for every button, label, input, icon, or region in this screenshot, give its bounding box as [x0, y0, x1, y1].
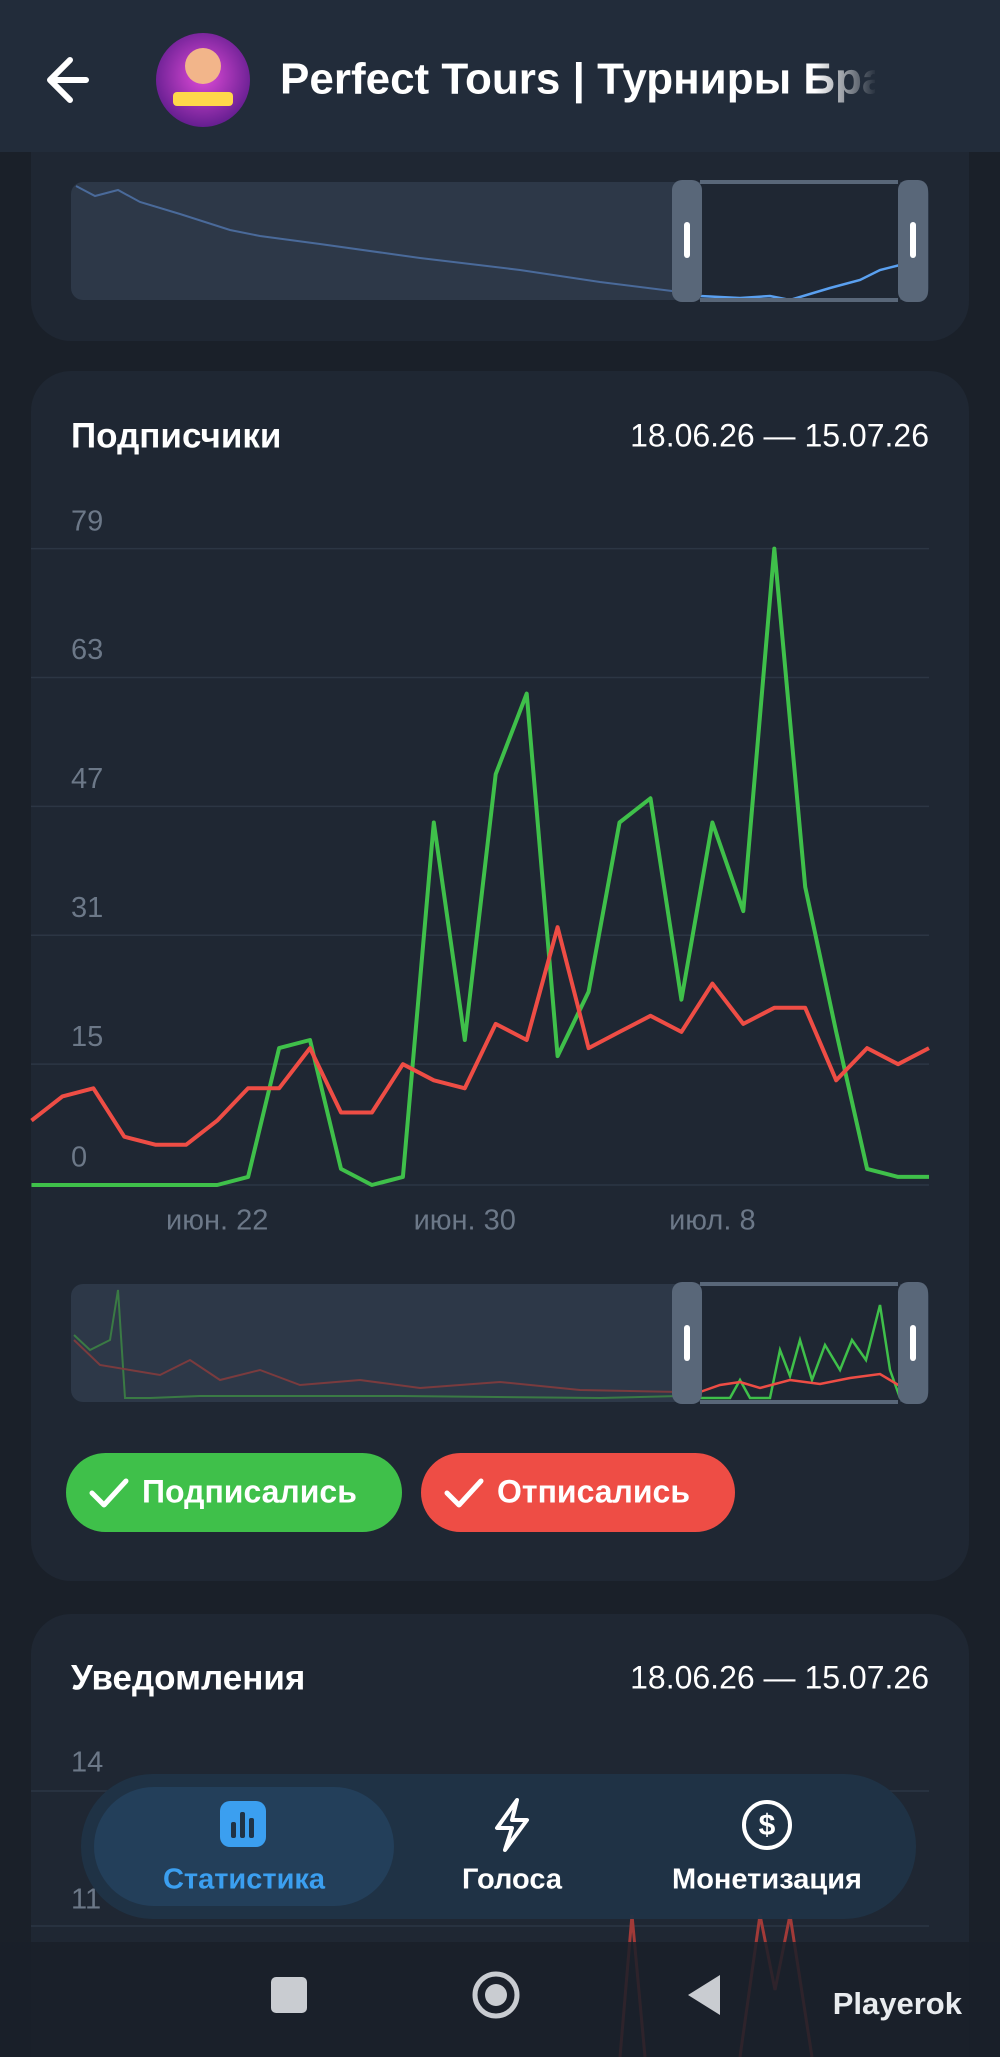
- back-button[interactable]: [47, 57, 89, 103]
- x-tick-label: июн. 30: [414, 1205, 516, 1237]
- y-tick-label: 79: [71, 505, 103, 537]
- watermark: Playerok: [833, 1986, 963, 2021]
- navigator-line: [699, 1372, 901, 1394]
- date-range: 18.06.26 — 15.07.26: [630, 417, 929, 453]
- title-fade: [815, 40, 877, 120]
- handle-grip: [910, 1325, 916, 1361]
- legend-check: [444, 1478, 484, 1508]
- date-range: 18.06.26 — 15.07.26: [630, 1659, 929, 1695]
- series-line: [30, 925, 930, 1147]
- y-tick-label: 15: [71, 1021, 103, 1053]
- avatar-face: [185, 48, 221, 84]
- nav-item[interactable]: Статистика: [163, 1864, 326, 1896]
- navigator-line: [700, 1304, 902, 1400]
- navigator-line: [699, 263, 901, 302]
- legend-label[interactable]: Отписались: [497, 1473, 690, 1509]
- navigator-frame: [700, 180, 898, 184]
- stats-icon-bar: [240, 1812, 245, 1838]
- navigator-frame: [700, 298, 898, 302]
- chart-title: Подписчики: [71, 416, 281, 455]
- channel-title: Perfect Tours | Турниры Бра: [280, 55, 887, 105]
- legend-button[interactable]: [66, 1453, 402, 1532]
- navigator-line: [73, 1339, 681, 1393]
- x-tick-label: июн. 22: [166, 1205, 268, 1237]
- handle-grip: [684, 1325, 690, 1361]
- x-tick-label: июл. 8: [669, 1205, 755, 1237]
- recents-button[interactable]: [271, 1977, 307, 2013]
- navigator-frame: [700, 1282, 898, 1286]
- navigator-frame: [700, 1400, 898, 1404]
- y-tick-label: 31: [71, 892, 103, 924]
- navigator-line: [73, 1289, 681, 1400]
- stats-icon-bar: [249, 1818, 254, 1838]
- handle-grip: [684, 222, 690, 258]
- votes-icon[interactable]: [495, 1798, 529, 1852]
- nav-item[interactable]: Голоса: [462, 1864, 563, 1896]
- y-tick-label: 0: [71, 1142, 87, 1174]
- monetization-icon[interactable]: [742, 1800, 792, 1850]
- avatar-logo: [173, 92, 233, 106]
- series-line: [31, 546, 929, 1187]
- card: [31, 371, 969, 1581]
- nav-item[interactable]: Монетизация: [672, 1864, 862, 1896]
- legend-check: [89, 1478, 129, 1508]
- legend-label[interactable]: Подписались: [142, 1473, 357, 1509]
- stats-icon-bar: [231, 1822, 236, 1838]
- y-tick-label: 63: [71, 634, 103, 666]
- handle-grip: [910, 222, 916, 258]
- legend-button[interactable]: [421, 1453, 735, 1532]
- navigator-line: [75, 185, 681, 293]
- home-button[interactable]: [472, 1971, 520, 2019]
- y-tick-label: 47: [71, 763, 103, 795]
- back-system-button[interactable]: [688, 1975, 720, 2015]
- home-button-dot: [485, 1984, 507, 2006]
- y-tick-label: 14: [71, 1747, 103, 1779]
- card-title: Уведомления: [71, 1658, 305, 1697]
- navigator-window: [700, 182, 900, 300]
- monetization-icon-symbol: $: [759, 1809, 776, 1842]
